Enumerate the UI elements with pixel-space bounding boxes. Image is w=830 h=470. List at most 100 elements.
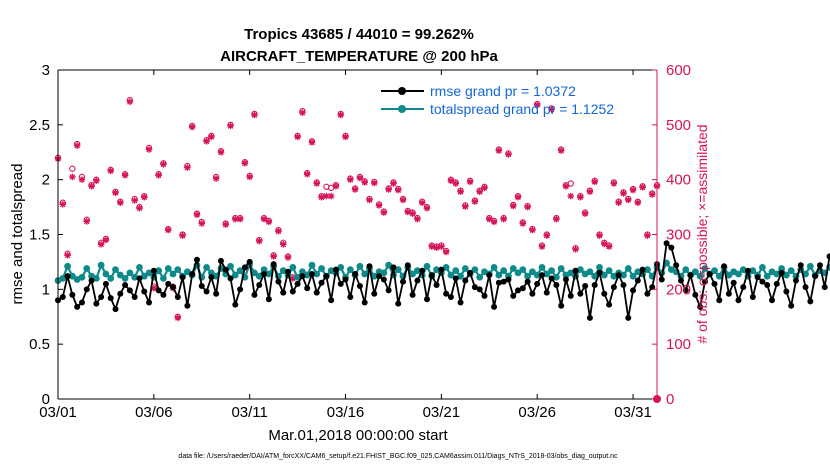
star-stroke (337, 112, 344, 118)
rmse-point (117, 290, 124, 297)
rmse-point (658, 276, 665, 283)
rmse-point (447, 294, 454, 301)
totalspread-point (586, 268, 594, 276)
star-stroke (194, 211, 200, 218)
totalspread-point (644, 266, 651, 273)
star-stroke (563, 183, 569, 190)
rmse-point (467, 269, 474, 276)
totalspread-point (552, 273, 560, 281)
rmse-point (165, 280, 172, 287)
obs-assimilated-point (208, 133, 215, 141)
rmse-point (83, 286, 90, 293)
totalspread-point (279, 267, 287, 275)
obs-assimilated-point (375, 202, 383, 209)
totalspread-point (231, 271, 239, 279)
rmse-point (634, 277, 641, 284)
rmse-point (816, 262, 823, 269)
obs-assimilated-point (485, 215, 493, 223)
rmse-point (792, 277, 799, 284)
obs-assimilated-point (591, 178, 599, 186)
rmse-point (644, 290, 651, 297)
obs-assimilated-point (644, 232, 651, 239)
obs-assimilated-point (505, 151, 512, 158)
rmse-point (649, 284, 656, 291)
data-file-footer: data file: /Users/raeder/DAI/ATM_forcXX/… (178, 453, 618, 460)
rmse-point (788, 302, 795, 309)
rmse-point (716, 297, 723, 304)
y-axis-label: rmse and totalspread (9, 164, 26, 305)
obs-assimilated-point (275, 227, 282, 235)
totalspread-point (629, 272, 637, 280)
obs-assimilated-point (332, 182, 340, 190)
obs-assimilated-point (265, 218, 273, 226)
star-stroke (323, 193, 330, 199)
rmse-point (241, 264, 248, 271)
rmse-point (352, 270, 359, 277)
rmse-point (673, 262, 680, 269)
star-stroke (491, 219, 497, 225)
legend: rmse grand pr = 1.0372 totalspread grand… (381, 83, 614, 117)
obs-assimilated-point (102, 236, 110, 244)
obs-assimilated-point (442, 248, 450, 256)
totalspread-point (533, 271, 541, 279)
star-stroke (198, 220, 205, 227)
rmse-point (773, 280, 780, 287)
star-stroke (409, 210, 416, 217)
star-stroke (242, 160, 248, 167)
legend-spread-marker (398, 105, 406, 113)
obs-assimilated-point (299, 109, 306, 117)
totalspread-point (308, 261, 316, 269)
rmse-point (510, 292, 517, 299)
rmse-point (615, 272, 622, 279)
rmse-point (701, 278, 708, 285)
star-stroke (179, 232, 186, 239)
rmse-point (586, 314, 593, 321)
totalspread-point (346, 266, 354, 273)
obs-assimilated-point (581, 210, 589, 217)
y2-tick-label: 300 (666, 227, 691, 244)
obs-assimilated-point (529, 226, 536, 234)
rmse-point (452, 275, 459, 282)
star-stroke (639, 184, 646, 191)
rmse-point (131, 294, 138, 301)
star-stroke (376, 202, 382, 209)
totalspread-point (116, 271, 124, 279)
totalspread-point (433, 266, 440, 273)
rmse-point (812, 273, 819, 280)
totalspread-point (337, 264, 345, 271)
rmse-point (735, 297, 742, 304)
star-stroke (146, 146, 152, 153)
rmse-point (404, 262, 411, 269)
rmse-point (630, 287, 637, 294)
rmse-point (697, 303, 704, 310)
obs-assimilated-point (270, 253, 277, 260)
rmse-point (198, 283, 205, 290)
star-stroke (59, 201, 66, 208)
star-stroke (98, 241, 104, 248)
obs-assimilated-point (524, 203, 531, 211)
star-stroke (553, 216, 560, 223)
totalspread-point (97, 261, 105, 269)
totalspread-point (59, 274, 67, 282)
rmse-point (270, 261, 277, 268)
totalspread-point (361, 270, 369, 278)
obs-assimilated-point (596, 232, 603, 239)
rmse-point (275, 278, 282, 285)
star-stroke (539, 243, 545, 250)
obs-assimilated-point (145, 146, 153, 153)
obs-assimilated-point (88, 182, 95, 190)
x-tick-label: 03/01 (39, 404, 77, 421)
star-stroke (366, 197, 373, 203)
rmse-point (495, 279, 502, 286)
rmse-point (481, 292, 488, 299)
obs-assimilated-point (600, 240, 608, 248)
rmse-point (639, 266, 646, 273)
rmse-point (170, 284, 177, 291)
totalspread-point (227, 262, 234, 270)
star-stroke (582, 210, 588, 217)
totalspread-point (495, 271, 503, 279)
star-stroke (265, 219, 272, 225)
x-axis-label: Mar.01,2018 00:00:00 start (268, 427, 448, 444)
obs-assimilated-point (409, 210, 416, 217)
star-stroke (150, 285, 157, 292)
